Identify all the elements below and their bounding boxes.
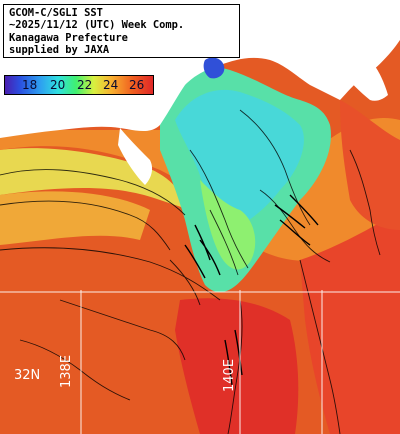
hot-zone-northeast (340, 100, 400, 230)
land-izu (118, 128, 153, 185)
coastal-band (0, 148, 190, 210)
legend-label-22: 22 (77, 78, 93, 92)
legend-label-26: 26 (129, 78, 145, 92)
legend-label-18: 18 (22, 78, 38, 92)
lon-label-138e: 138E (59, 354, 74, 388)
color-legend: 18 20 22 24 26 (4, 75, 154, 95)
graticule (0, 290, 400, 434)
title-line-4: supplied by JAXA (9, 44, 110, 57)
contour-lines (0, 109, 381, 434)
hot-zone-east (300, 210, 400, 434)
title-line-3: Kanagawa Prefecture (9, 31, 128, 44)
lake (203, 57, 225, 79)
legend-label-24: 24 (103, 78, 119, 92)
title-line-2: ~2025/11/12 (UTC) Week Comp. (9, 19, 185, 32)
land-boso (329, 30, 388, 101)
title-line-1: GCOM-C/SGLI SST (9, 7, 103, 19)
title-box: GCOM-C/SGLI SST ~2025/11/12 (UTC) Week C… (3, 4, 240, 58)
hot-zone-south (175, 298, 299, 434)
legend-gradient (5, 76, 153, 94)
green-water (200, 180, 256, 270)
contour-clusters (184, 194, 319, 386)
coastal-orange (0, 191, 150, 245)
legend-label-20: 20 (50, 78, 66, 92)
lon-label-140e: 140E (222, 358, 237, 392)
lat-label-32n: 32N (14, 368, 41, 383)
cold-water (175, 89, 304, 230)
